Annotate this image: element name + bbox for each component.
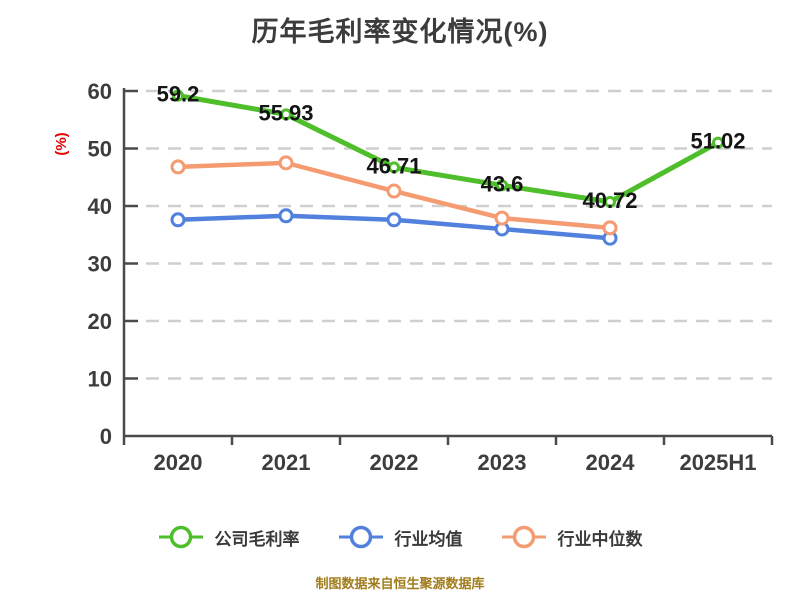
legend-item-industry-average[interactable]: 行业均值	[338, 523, 463, 551]
data-source-note: 制图数据来自恒生聚源数据库	[315, 576, 485, 591]
legend-label: 公司毛利率	[214, 529, 300, 549]
chart-title: 历年毛利率变化情况(%)	[251, 17, 549, 47]
svg-text:10: 10	[88, 367, 112, 392]
legend-item-company-margin[interactable]: 公司毛利率	[158, 523, 300, 551]
grid-lines	[124, 89, 772, 380]
svg-text:40.72: 40.72	[582, 188, 637, 213]
svg-text:60: 60	[88, 79, 112, 104]
svg-text:20: 20	[88, 309, 112, 334]
legend: 公司毛利率 行业均值 行业中位数	[0, 521, 800, 553]
svg-text:59.2: 59.2	[157, 82, 200, 107]
y-tick-labels: 0 10 20 30 40 50 60	[88, 79, 112, 449]
svg-text:40: 40	[88, 194, 112, 219]
svg-text:2024: 2024	[586, 450, 636, 475]
x-tick-labels: 2020 2021 2022 2023 2024 2025H1	[154, 450, 757, 475]
svg-text:2020: 2020	[154, 450, 203, 475]
line-marker-icon	[338, 525, 383, 549]
legend-label: 行业均值	[394, 529, 463, 549]
svg-text:2021: 2021	[262, 450, 311, 475]
legend-label: 行业中位数	[557, 529, 643, 549]
svg-text:2025H1: 2025H1	[679, 450, 756, 475]
line-marker-icon	[501, 525, 546, 549]
legend-item-industry-median[interactable]: 行业中位数	[501, 523, 643, 551]
data-labels: 59.2 55.93 46.71 43.6 40.72 51.02	[157, 82, 746, 213]
svg-text:51.02: 51.02	[690, 129, 745, 154]
svg-text:55.93: 55.93	[258, 100, 313, 125]
svg-text:2022: 2022	[370, 450, 419, 475]
line-marker-icon	[158, 525, 203, 549]
series-company	[172, 89, 724, 208]
svg-text:30: 30	[88, 252, 112, 277]
axes	[122, 88, 774, 445]
series-industry_median	[170, 155, 618, 236]
svg-text:2023: 2023	[478, 450, 527, 475]
series-industry_avg	[170, 208, 618, 246]
svg-text:43.6: 43.6	[481, 171, 524, 196]
svg-text:50: 50	[88, 137, 112, 162]
svg-text:0: 0	[100, 424, 112, 449]
svg-text:46.71: 46.71	[366, 153, 421, 178]
